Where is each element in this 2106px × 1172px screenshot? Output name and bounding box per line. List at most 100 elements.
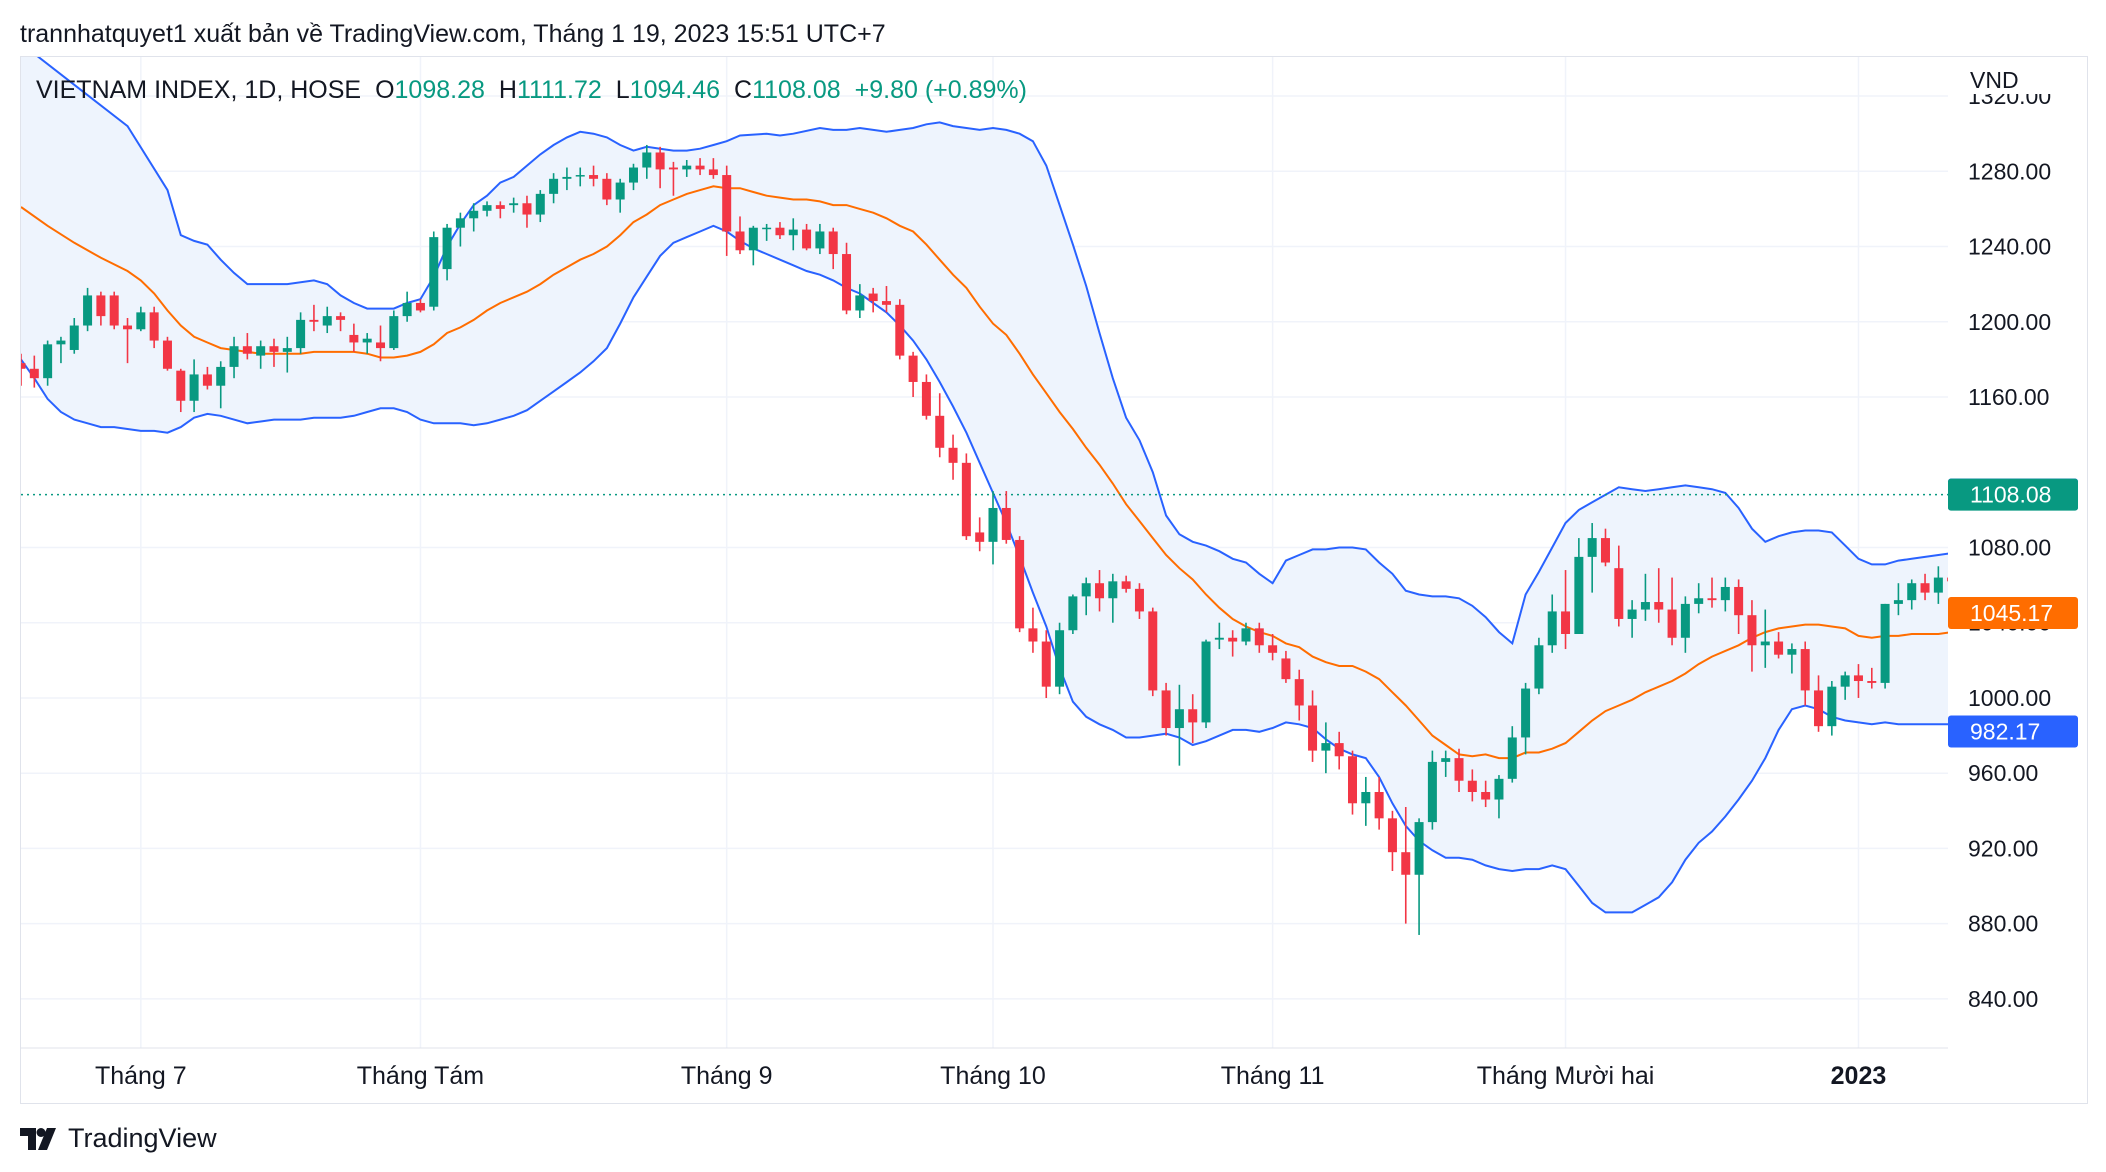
candle-body xyxy=(1055,630,1065,687)
candle-body xyxy=(136,312,146,330)
open-value: 1098.28 xyxy=(394,76,485,104)
brand[interactable]: TradingView xyxy=(20,1123,217,1154)
candle-body xyxy=(1574,556,1584,634)
candle-body xyxy=(216,366,226,386)
candle-body xyxy=(1800,649,1810,691)
candle-body xyxy=(309,319,319,322)
candle-body xyxy=(1627,609,1637,619)
candle-body xyxy=(1201,641,1211,723)
candle-body xyxy=(202,374,212,386)
candle-body xyxy=(1640,602,1650,610)
high-label: H xyxy=(498,76,517,104)
candle-body xyxy=(881,301,891,305)
candle-body xyxy=(162,340,172,369)
time-tick-label: 2023 xyxy=(1831,1062,1887,1090)
candle-body xyxy=(1853,675,1863,682)
candle-body xyxy=(748,227,758,251)
candle-body xyxy=(602,178,612,200)
candle-body xyxy=(549,178,559,194)
price-tick-label: 880.00 xyxy=(1968,911,2038,937)
candle-body xyxy=(296,319,306,349)
candle-body xyxy=(1893,600,1903,604)
candle-body xyxy=(1041,641,1051,687)
candle-body xyxy=(256,346,266,356)
candle-body xyxy=(615,182,625,200)
candle-body xyxy=(895,304,905,356)
candle-body xyxy=(682,165,692,170)
time-tick-label: Tháng 10 xyxy=(940,1062,1046,1090)
candle-body xyxy=(1667,609,1677,638)
candle-body xyxy=(1028,628,1038,642)
price-tick-label: 1160.00 xyxy=(1968,384,2049,410)
candle-body xyxy=(176,370,186,401)
candle-body xyxy=(828,231,838,255)
candle-body xyxy=(1720,586,1730,601)
candle-body xyxy=(642,152,652,168)
candle-body xyxy=(1587,538,1597,557)
candle-body xyxy=(628,167,638,183)
candle-body xyxy=(1481,792,1491,800)
bollinger-band-fill xyxy=(21,57,1948,913)
candle-body xyxy=(362,338,372,343)
candle-body xyxy=(2000,576,2009,582)
candle-body xyxy=(921,381,931,416)
candle-body xyxy=(1294,679,1304,706)
candle-body xyxy=(1001,507,1011,540)
candle-body xyxy=(2014,559,2023,576)
candle-body xyxy=(1920,583,1930,593)
candle-body xyxy=(575,175,585,177)
candle-body xyxy=(109,295,119,326)
candle-body xyxy=(1907,583,1917,601)
candle-body xyxy=(1361,792,1371,804)
candle-body xyxy=(429,237,439,307)
candle-body xyxy=(282,348,292,352)
bb-lower-badge-label: 982.17 xyxy=(1970,718,2040,744)
candle-body xyxy=(775,227,785,236)
close-label: C xyxy=(734,76,753,104)
candle-body xyxy=(1561,611,1571,634)
candle-body xyxy=(1427,761,1437,823)
candle-body xyxy=(1161,690,1171,729)
chart-frame[interactable] xyxy=(20,56,2088,1104)
candle-body xyxy=(1228,637,1238,642)
candle-body xyxy=(668,167,678,170)
bollinger-basis-line xyxy=(21,185,1948,760)
candle-body xyxy=(336,316,346,320)
candle-body xyxy=(1214,637,1224,640)
candle-body xyxy=(1467,780,1477,792)
symbol-title: VIETNAM INDEX, 1D, HOSE xyxy=(36,76,362,104)
candle-body xyxy=(21,363,26,369)
candle-body xyxy=(735,231,745,251)
bollinger-lower-line xyxy=(21,224,1948,914)
candle-body xyxy=(1547,611,1557,646)
candle-body xyxy=(1348,756,1357,804)
candle-body xyxy=(1880,603,1890,683)
candle-body xyxy=(1960,581,1969,585)
candle-body xyxy=(1068,596,1078,631)
candle-body xyxy=(509,203,519,206)
price-tick-label: 840.00 xyxy=(1968,986,2038,1012)
publisher-attribution: trannhatquyet1 xuất bản về TradingView.c… xyxy=(20,20,886,48)
candle-body xyxy=(469,210,479,219)
candle-body xyxy=(655,152,665,170)
candle-body xyxy=(123,325,133,330)
currency-label: VND xyxy=(1970,67,2019,93)
candle-body xyxy=(349,334,359,343)
candle-body xyxy=(802,229,812,249)
candle-body xyxy=(1827,686,1837,727)
candle-body xyxy=(535,193,545,215)
candle-body xyxy=(1308,705,1318,751)
candle-body xyxy=(1374,792,1384,819)
candle-body xyxy=(842,254,852,311)
candle-body xyxy=(1600,538,1610,563)
candle-body xyxy=(562,176,572,179)
candle-body xyxy=(1521,688,1531,738)
candle-body xyxy=(1760,641,1770,646)
candle-body xyxy=(1707,598,1717,601)
candle-body xyxy=(1974,583,1983,585)
price-tick-label: 960.00 xyxy=(1968,760,2038,786)
candle-body xyxy=(1148,611,1158,691)
candle-body xyxy=(2040,514,2049,533)
candle-body xyxy=(908,355,918,382)
